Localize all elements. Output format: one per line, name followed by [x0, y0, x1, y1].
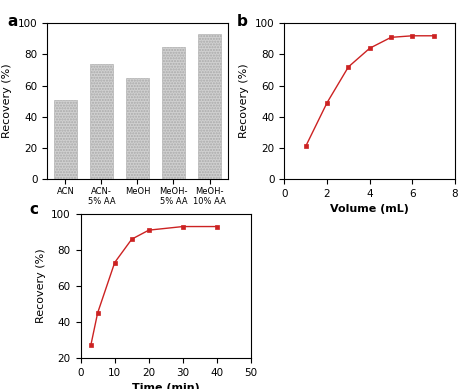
Bar: [54, 100, 77, 179]
Bar: [162, 47, 185, 179]
Bar: [126, 78, 149, 179]
Text: c: c: [29, 202, 38, 217]
Y-axis label: Recovery (%): Recovery (%): [239, 64, 249, 138]
X-axis label: Time (min): Time (min): [132, 383, 200, 389]
Text: b: b: [237, 14, 247, 29]
Bar: [198, 34, 221, 179]
Y-axis label: Recovery (%): Recovery (%): [36, 249, 46, 323]
Y-axis label: Recovery (%): Recovery (%): [2, 64, 12, 138]
Bar: [90, 64, 113, 179]
Text: a: a: [8, 14, 18, 29]
X-axis label: Volume (mL): Volume (mL): [330, 204, 409, 214]
